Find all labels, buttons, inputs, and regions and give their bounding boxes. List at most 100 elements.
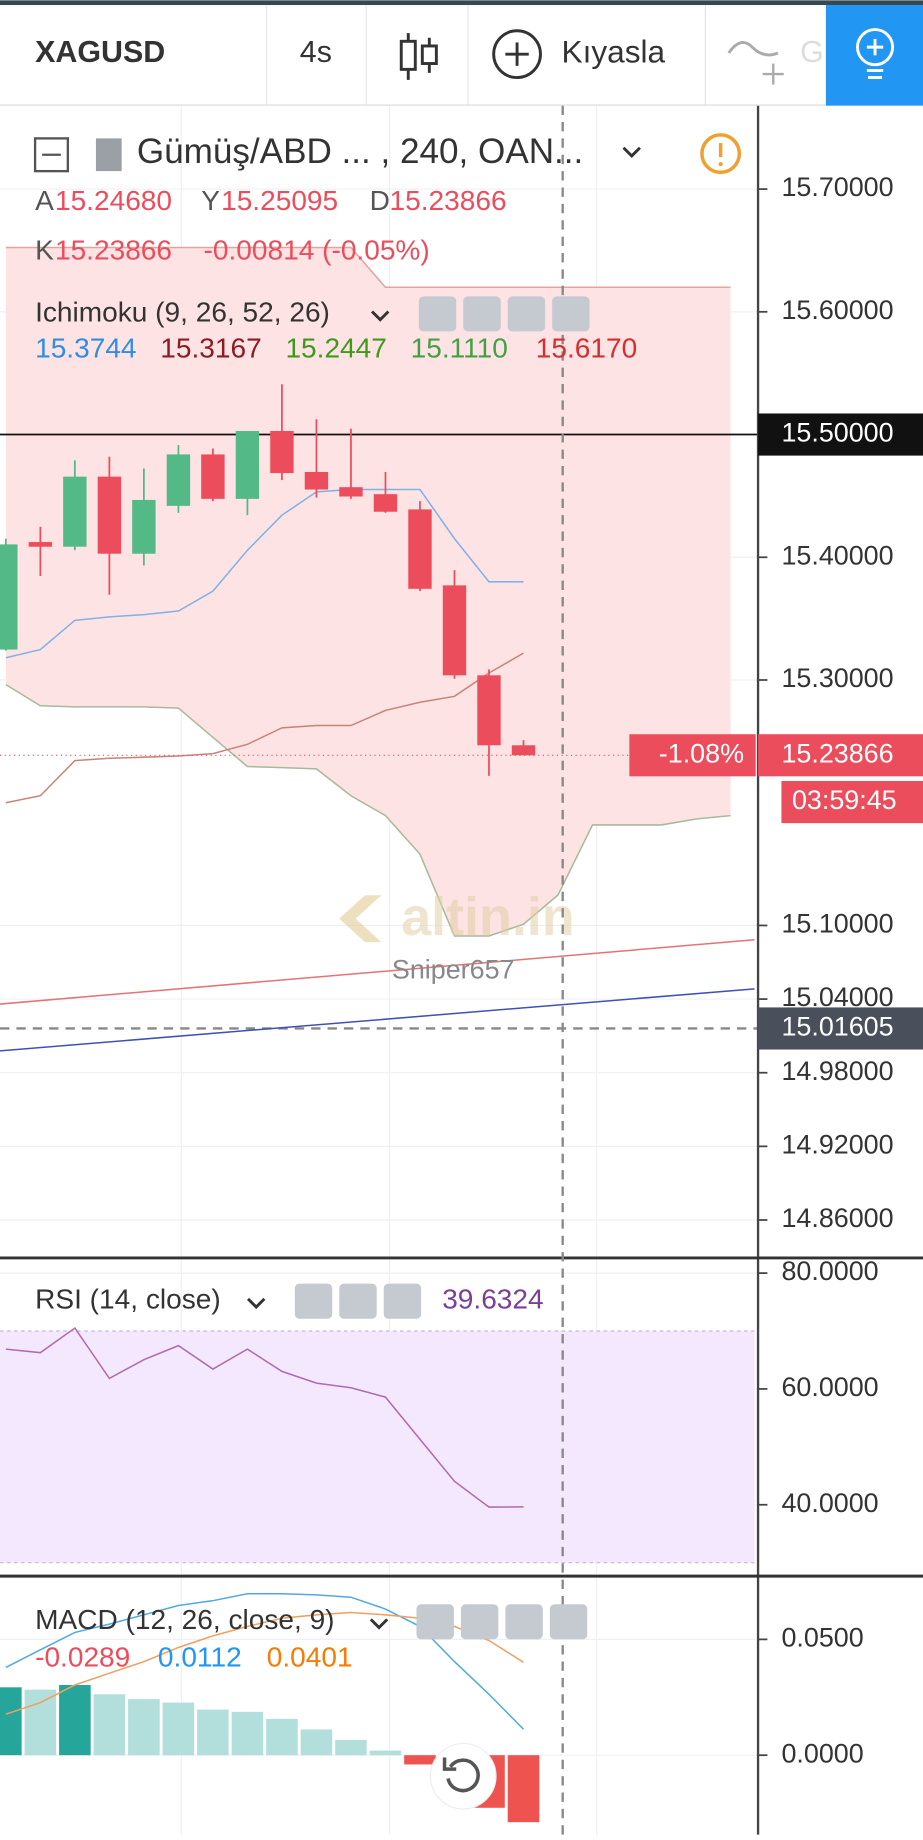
countdown-bg xyxy=(781,781,923,824)
candle-body xyxy=(339,487,363,497)
histogram-bar xyxy=(128,1699,160,1756)
indicator-value: 15.6170 xyxy=(536,333,637,364)
histogram-bar xyxy=(0,1687,22,1756)
symbol-button[interactable]: XAGUSD xyxy=(35,35,165,69)
indicator-value: 15.1110 xyxy=(411,333,508,364)
status-strip xyxy=(0,0,923,6)
legend-icon-button[interactable] xyxy=(505,1604,543,1640)
interval-button[interactable]: 4s xyxy=(300,35,332,69)
histogram-bar xyxy=(404,1755,436,1765)
histogram-bar xyxy=(369,1750,402,1756)
y-tick-label: 14.98000 xyxy=(781,1056,893,1086)
indicator-value: 39.6324 xyxy=(442,1284,543,1315)
candle-body xyxy=(477,675,501,746)
y-tick-label: 40.0000 xyxy=(781,1488,878,1518)
hline-label: 15.50000 xyxy=(781,418,893,448)
ichimoku-cloud xyxy=(5,247,731,937)
histogram-bar xyxy=(24,1689,57,1756)
indicator-value: 15.2447 xyxy=(285,333,386,364)
histogram-bar xyxy=(266,1718,298,1756)
rsi-line xyxy=(5,1326,524,1508)
histogram-bar xyxy=(507,1755,540,1823)
compare-label[interactable]: Kıyasla xyxy=(562,34,666,70)
warning-icon[interactable] xyxy=(700,133,742,175)
candle-body xyxy=(0,544,18,650)
indicator-chevron[interactable] xyxy=(246,1297,266,1310)
legend-icon-button[interactable] xyxy=(383,1283,422,1319)
y-tick-label: 15.10000 xyxy=(781,909,893,939)
legend-icon-button[interactable] xyxy=(339,1283,377,1319)
y-tick-label: 15.30000 xyxy=(781,663,893,693)
indicator-value: -0.0289 xyxy=(35,1642,130,1673)
ohlc-label: Y xyxy=(201,185,220,216)
compare-button[interactable]: Kıyasla xyxy=(492,29,666,80)
legend-icon-button[interactable] xyxy=(460,1604,499,1640)
indicator-chevron[interactable] xyxy=(369,1618,389,1630)
legend-icon-button[interactable] xyxy=(416,1604,454,1640)
ideas-button[interactable] xyxy=(825,5,923,106)
trendline xyxy=(0,988,755,1052)
legend-icon-button[interactable] xyxy=(552,296,590,332)
indicator-hint: G xyxy=(800,35,824,69)
toolbar: XAGUSD 4s Kıyasla G xyxy=(0,0,923,106)
legend-icon-button[interactable] xyxy=(549,1604,588,1640)
ohlc-value: 15.24680 xyxy=(55,185,172,216)
legend-icon-button[interactable] xyxy=(463,296,501,332)
legend-icon-button[interactable] xyxy=(507,296,546,332)
reload-button[interactable] xyxy=(429,1742,497,1810)
candle-body xyxy=(373,494,398,512)
legend-icon-button[interactable] xyxy=(294,1283,333,1319)
y-tick-label: 14.86000 xyxy=(781,1203,893,1233)
candle-body xyxy=(442,585,467,676)
indicator-title: MACD (12, 26, close, 9) xyxy=(35,1604,334,1635)
indicator-chevron[interactable] xyxy=(370,310,390,322)
y-tick-label: 0.0000 xyxy=(781,1738,863,1768)
legend-chevron[interactable] xyxy=(622,146,641,159)
histogram-bar xyxy=(162,1702,195,1756)
indicator-title: RSI (14, close) xyxy=(35,1284,221,1315)
candle-body xyxy=(201,454,225,499)
legend-change: -0.00814 (-0.05%) xyxy=(204,234,430,265)
legend-icon-button[interactable] xyxy=(418,296,457,332)
y-tick-label: 15.40000 xyxy=(781,540,893,570)
candle-body xyxy=(28,542,53,547)
cloud-upper-line xyxy=(5,246,731,289)
histogram-bar xyxy=(231,1711,264,1756)
histogram-bar xyxy=(59,1685,91,1756)
crosshair-label-bg xyxy=(758,1007,923,1050)
candle-body xyxy=(132,499,156,554)
candle-body xyxy=(63,476,87,547)
chart-style-button[interactable] xyxy=(399,33,438,80)
watermark-brand: altin.in xyxy=(401,887,574,947)
indicator-button[interactable]: G xyxy=(727,35,824,85)
y-tick-label: 15.70000 xyxy=(781,172,893,202)
ichimoku-line xyxy=(5,488,524,659)
ohlc-label: K xyxy=(35,234,54,265)
collapse-button[interactable] xyxy=(33,137,70,173)
indicator-value: 15.3744 xyxy=(35,333,136,364)
ohlc-value: 15.23866 xyxy=(390,185,507,216)
cloud-lower-line xyxy=(5,684,731,937)
histogram-bar xyxy=(197,1709,229,1756)
rsi-band xyxy=(0,1331,755,1563)
candle-body xyxy=(511,745,536,756)
plots xyxy=(0,246,759,1823)
y-tick-label: 0.0500 xyxy=(781,1622,863,1652)
last-price-label: 15.23866 xyxy=(781,738,893,768)
change-badge: -1.08% xyxy=(659,738,744,768)
change-badge-bg xyxy=(629,734,756,777)
watermark: altin.in xyxy=(339,887,575,947)
histogram-bar xyxy=(300,1729,333,1756)
ohlc-label: D xyxy=(370,185,390,216)
candle-body xyxy=(270,430,294,474)
y-tick-label: 15.04000 xyxy=(781,982,893,1012)
y-tick-label: 14.92000 xyxy=(781,1129,893,1159)
indicator-value: 0.0401 xyxy=(267,1642,353,1673)
candle-body xyxy=(166,454,191,506)
y-tick-label: 15.60000 xyxy=(781,295,893,325)
warning-icon xyxy=(718,162,723,167)
watermark-author: Sniper657 xyxy=(392,954,515,984)
y-tick-label: 80.0000 xyxy=(781,1256,878,1286)
